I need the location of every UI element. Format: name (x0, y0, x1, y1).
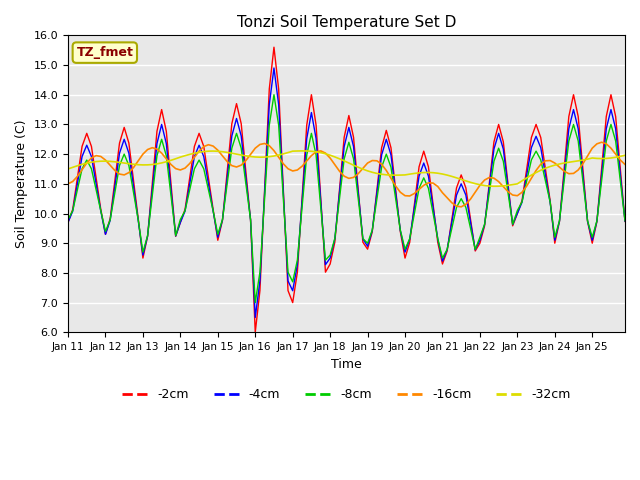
-4cm (612, 126, 620, 132)
-16cm (214, 147, 221, 153)
-2cm (621, 218, 629, 224)
Legend: -2cm, -4cm, -8cm, -16cm, -32cm: -2cm, -4cm, -8cm, -16cm, -32cm (117, 383, 576, 406)
-8cm (64, 216, 72, 222)
-32cm (298, 148, 306, 154)
-2cm (612, 114, 620, 120)
-4cm (270, 65, 278, 71)
-4cm (181, 208, 189, 214)
X-axis label: Time: Time (331, 358, 362, 371)
-4cm (64, 219, 72, 225)
Line: -16cm: -16cm (68, 142, 625, 207)
-32cm (513, 181, 521, 187)
-4cm (458, 181, 465, 187)
-8cm (621, 218, 629, 224)
-2cm (513, 211, 521, 216)
-4cm (513, 211, 521, 216)
-32cm (452, 175, 460, 181)
-32cm (621, 152, 629, 158)
Text: TZ_fmet: TZ_fmet (76, 46, 133, 59)
-2cm (64, 219, 72, 225)
-8cm (252, 300, 259, 305)
-16cm (598, 139, 605, 145)
-2cm (458, 172, 465, 178)
-2cm (181, 206, 189, 212)
-16cm (621, 162, 629, 168)
-8cm (181, 208, 189, 214)
-32cm (612, 155, 620, 160)
-32cm (181, 153, 189, 158)
-8cm (612, 138, 620, 144)
-16cm (64, 181, 72, 187)
Line: -2cm: -2cm (68, 47, 625, 332)
-16cm (373, 158, 381, 164)
-8cm (214, 231, 221, 237)
-32cm (64, 166, 72, 172)
-4cm (383, 136, 390, 142)
-16cm (458, 204, 465, 210)
-8cm (270, 92, 278, 97)
Y-axis label: Soil Temperature (C): Soil Temperature (C) (15, 120, 28, 248)
Title: Tonzi Soil Temperature Set D: Tonzi Soil Temperature Set D (237, 15, 456, 30)
-16cm (181, 165, 189, 171)
-4cm (252, 314, 259, 320)
-32cm (378, 171, 385, 177)
Line: -4cm: -4cm (68, 68, 625, 317)
-2cm (214, 238, 221, 243)
Line: -32cm: -32cm (68, 151, 625, 186)
-2cm (252, 329, 259, 335)
-2cm (270, 44, 278, 50)
-4cm (621, 218, 629, 224)
Line: -8cm: -8cm (68, 95, 625, 302)
-32cm (490, 183, 498, 189)
-8cm (513, 208, 521, 214)
-16cm (448, 200, 456, 205)
-16cm (509, 192, 516, 198)
-32cm (214, 148, 221, 154)
-2cm (383, 128, 390, 133)
-4cm (214, 234, 221, 240)
-8cm (458, 196, 465, 202)
-8cm (383, 151, 390, 157)
-16cm (612, 151, 620, 157)
